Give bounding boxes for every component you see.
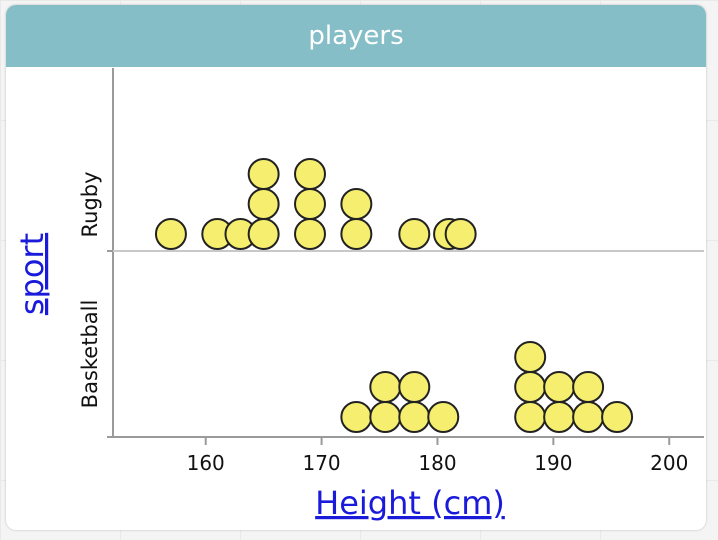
data-point-rugby (340, 188, 373, 220)
data-point-basketball (514, 371, 547, 403)
data-point-basketball (514, 341, 547, 373)
x-tick-label: 200 (650, 451, 688, 475)
data-point-basketball (427, 401, 460, 433)
data-point-basketball (514, 401, 547, 433)
category-label-rugby: Rugby (78, 171, 102, 237)
y-axis-title[interactable]: sport (13, 233, 51, 315)
data-point-rugby (294, 158, 326, 190)
data-point-basketball (601, 401, 634, 433)
data-point-basketball (369, 371, 402, 403)
data-point-rugby (294, 218, 326, 250)
x-tick-label: 180 (418, 451, 456, 475)
graph-title[interactable]: players (6, 5, 706, 67)
data-point-basketball (572, 401, 605, 433)
data-point-rugby (247, 188, 280, 220)
category-label-basketball: Basketball (78, 300, 102, 409)
x-tick-label: 170 (302, 451, 340, 475)
graph-card: players (6, 5, 706, 530)
data-point-basketball (340, 401, 373, 433)
data-point-rugby (444, 218, 477, 250)
data-point-rugby (294, 188, 326, 220)
x-tick-label: 160 (187, 451, 225, 475)
data-point-basketball (398, 371, 431, 403)
x-axis-title[interactable]: Height (cm) (315, 484, 505, 522)
data-point-rugby (247, 158, 280, 190)
data-point-basketball (543, 371, 576, 403)
data-point-rugby (340, 218, 373, 250)
data-point-rugby (247, 218, 280, 250)
data-point-basketball (369, 401, 402, 433)
data-point-basketball (572, 371, 605, 403)
x-tick-label: 190 (534, 451, 572, 475)
data-point-rugby (398, 218, 431, 250)
data-point-rugby (154, 218, 187, 250)
data-point-basketball (398, 401, 431, 433)
data-point-basketball (543, 401, 576, 433)
